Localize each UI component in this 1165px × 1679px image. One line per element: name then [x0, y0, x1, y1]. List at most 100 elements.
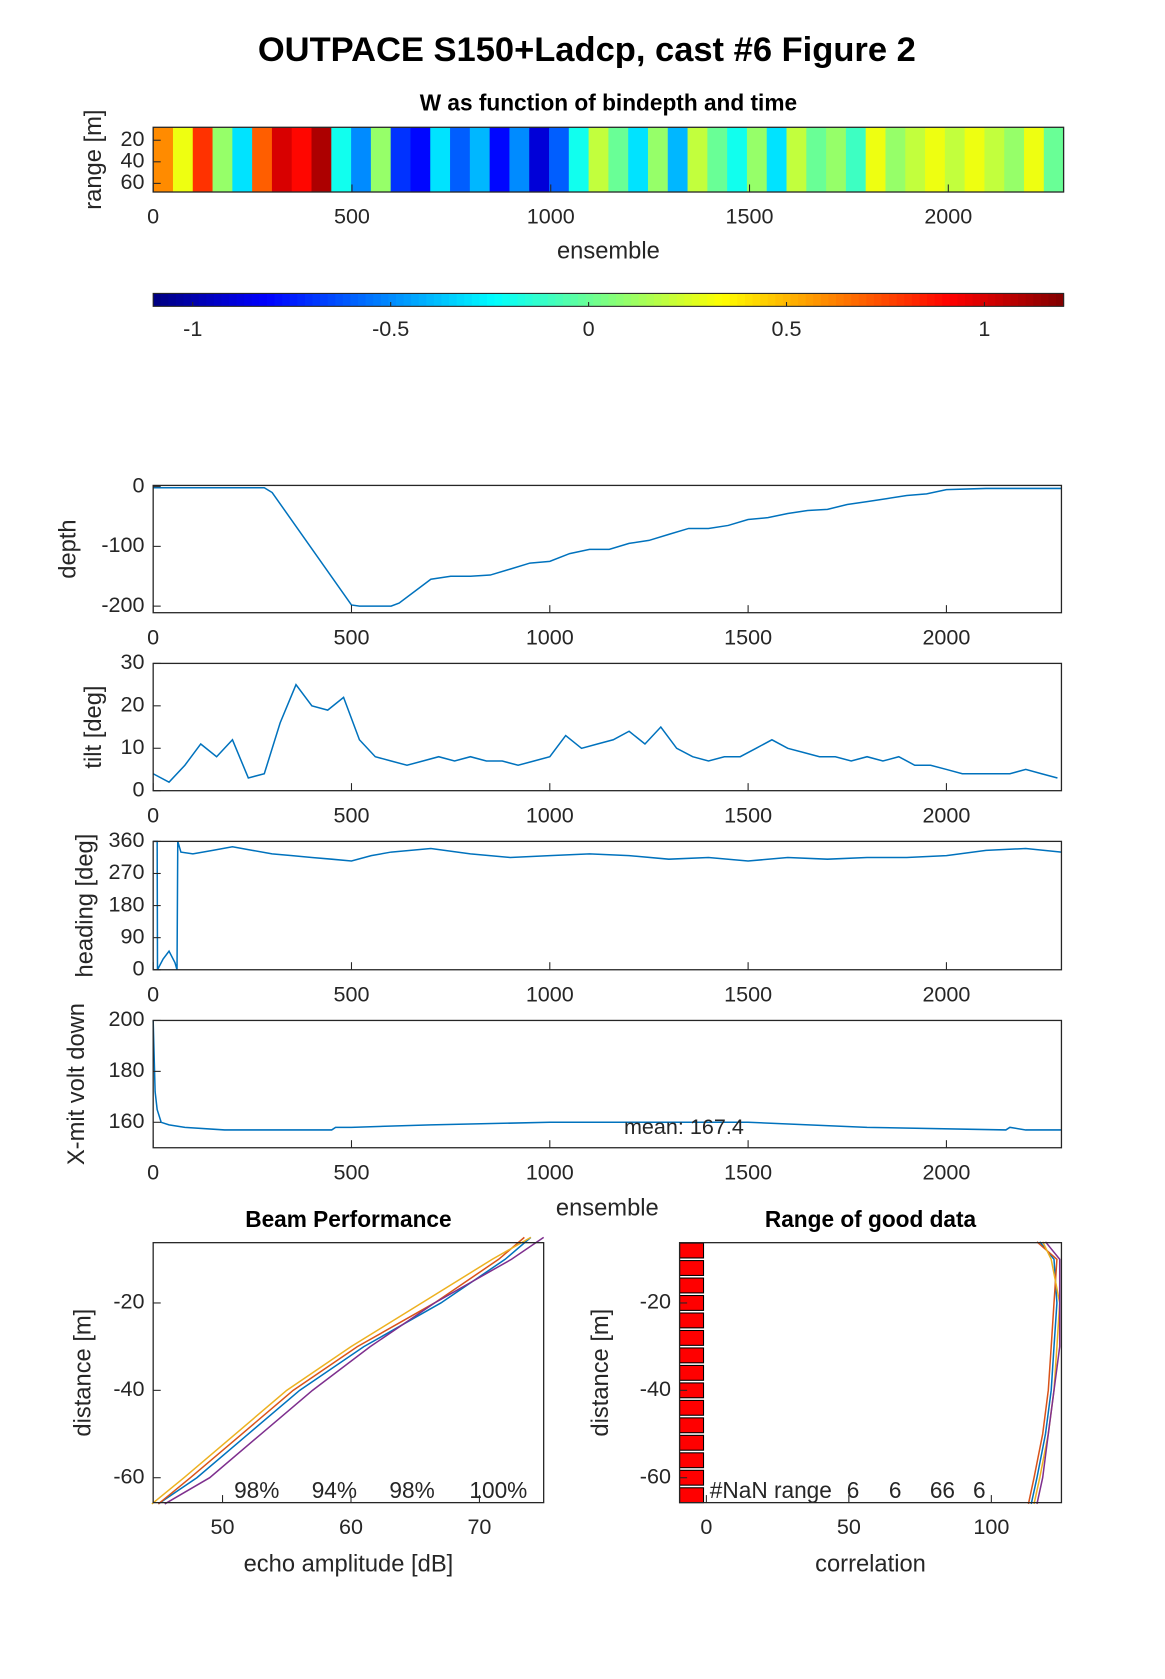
heat-cell	[450, 127, 471, 193]
colorbar-swatch	[175, 293, 185, 307]
heat-cell	[608, 127, 629, 193]
line	[153, 840, 1062, 971]
colorbar-swatch	[1040, 293, 1049, 307]
y-tick-label: 360	[109, 827, 145, 852]
colorbar-swatch	[395, 293, 405, 307]
colorbar-swatch	[593, 293, 602, 307]
colorbar-swatch	[532, 293, 541, 307]
line	[153, 487, 1062, 607]
colorbar-swatch	[934, 293, 943, 307]
line	[1036, 1241, 1061, 1505]
colorbar-swatch	[441, 293, 450, 307]
colorbar-swatch	[631, 293, 640, 307]
heat-cell	[826, 127, 847, 193]
heat-cell	[1004, 127, 1025, 193]
colorbar-swatch	[433, 293, 443, 307]
heat-cell	[667, 127, 689, 193]
colorbar-swatch	[889, 293, 898, 307]
heat-cell	[271, 127, 293, 193]
annotation: 6	[973, 1477, 986, 1503]
x-tick-label: 70	[467, 1514, 491, 1539]
x-tick-label: 60	[339, 1514, 363, 1539]
x-tick-label: 1500	[724, 981, 772, 1006]
x-tick-label: 50	[837, 1514, 861, 1539]
x-tick-label: 1500	[726, 204, 774, 229]
colorbar-swatch	[1056, 293, 1065, 307]
colorbar-swatch	[509, 293, 518, 307]
colorbar-swatch	[547, 293, 556, 307]
colorbar-swatch	[722, 293, 731, 307]
y-tick-label: -60	[113, 1463, 144, 1488]
line	[152, 683, 1058, 784]
colorbar-swatch	[153, 293, 162, 307]
colorbar-swatch	[623, 293, 632, 307]
bar	[679, 1242, 705, 1259]
colorbar-swatch	[168, 293, 177, 307]
colorbar-swatch	[198, 293, 207, 307]
colorbar-swatch	[729, 293, 738, 307]
y-axis-label: heading [deg]	[73, 834, 99, 978]
heat-cell	[707, 127, 728, 193]
colorbar-swatch	[881, 293, 890, 307]
bar	[679, 1434, 705, 1451]
colorbar-swatch	[767, 293, 776, 307]
colorbar-swatch	[555, 293, 564, 307]
annotation: 6	[847, 1477, 860, 1503]
heat-cell	[509, 127, 530, 193]
colorbar-swatch	[540, 293, 549, 307]
y-axis-label: distance [m]	[70, 1309, 96, 1437]
colorbar-swatch	[486, 293, 496, 307]
colorbar-swatch	[790, 293, 799, 307]
y-axis-label: range [m]	[81, 110, 107, 210]
colorbar-tick-label: -1	[183, 316, 202, 341]
x-tick-label: 2000	[924, 204, 972, 229]
heat-cell	[865, 127, 887, 193]
x-tick-label: 1000	[526, 624, 574, 649]
colorbar-swatch	[820, 293, 829, 307]
colorbar-swatch	[274, 293, 283, 307]
y-tick-label: 0	[133, 776, 145, 801]
axes-box	[678, 1242, 1063, 1504]
y-tick-label: 270	[109, 859, 145, 884]
colorbar-swatch	[320, 293, 329, 307]
colorbar-swatch	[1002, 293, 1012, 307]
heat-cell	[549, 127, 570, 193]
heat-cell	[529, 127, 550, 193]
y-axis-label: distance [m]	[588, 1309, 614, 1437]
colorbar-swatch	[896, 293, 905, 307]
colorbar-swatch	[471, 293, 480, 307]
colorbar-swatch	[904, 293, 913, 307]
colorbar-swatch	[449, 293, 458, 307]
y-axis-label: depth	[55, 519, 81, 578]
heat-cell	[153, 127, 174, 193]
annotation: 6	[889, 1477, 902, 1503]
colorbar-swatch	[942, 293, 951, 307]
heat-cell	[390, 127, 412, 193]
colorbar-box	[152, 292, 1065, 307]
heat-cell	[232, 127, 253, 193]
y-tick-label: 160	[109, 1108, 145, 1133]
x-tick-label: 0	[147, 802, 159, 827]
colorbar-swatch	[502, 293, 511, 307]
colorbar-swatch	[714, 293, 723, 307]
colorbar-swatch	[221, 293, 230, 307]
heat-cell	[766, 127, 788, 193]
annotation: mean: 167.4	[624, 1114, 744, 1139]
y-tick-label: 40	[121, 148, 145, 173]
colorbar-swatch	[653, 293, 663, 307]
x-tick-label: 500	[333, 802, 369, 827]
colorbar-swatch	[411, 293, 420, 307]
bar	[679, 1452, 705, 1469]
heat-cell	[687, 127, 708, 193]
colorbar-swatch	[206, 293, 215, 307]
colorbar-swatch	[494, 293, 503, 307]
colorbar-swatch	[479, 293, 488, 307]
heat-cell	[489, 127, 510, 193]
heat-cell	[786, 127, 807, 193]
colorbar-tick-label: 0.5	[772, 316, 802, 341]
bar	[679, 1399, 705, 1416]
x-tick-label: 1500	[724, 802, 772, 827]
colorbar-swatch	[699, 293, 708, 307]
x-tick-label: 0	[147, 1159, 159, 1184]
